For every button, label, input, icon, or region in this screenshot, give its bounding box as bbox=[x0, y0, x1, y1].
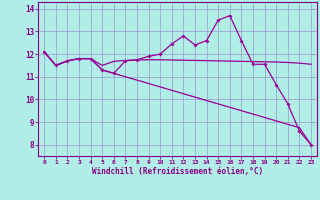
X-axis label: Windchill (Refroidissement éolien,°C): Windchill (Refroidissement éolien,°C) bbox=[92, 167, 263, 176]
